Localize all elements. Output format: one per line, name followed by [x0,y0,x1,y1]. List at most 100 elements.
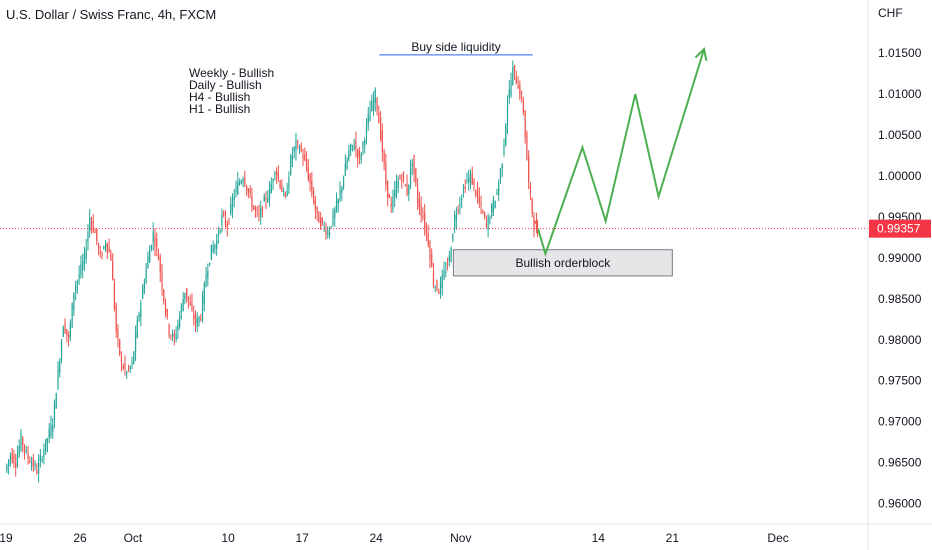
candle-body [157,254,160,260]
candle-body [298,150,301,152]
candle-body [154,236,156,247]
candle-body [498,182,500,195]
candle-body [120,357,123,363]
candle-body [194,314,197,325]
candle-body [161,270,163,289]
candle-body [334,209,336,218]
candle-body [94,230,96,234]
candle-body [39,456,41,462]
candle-body [71,303,73,328]
candle-body [402,172,405,179]
candle-body [515,78,517,84]
candle-body [179,315,181,328]
candle-body [119,339,121,355]
candle-body [304,154,306,161]
candle-body [249,189,251,194]
candle-body [34,464,36,466]
candle-body [53,401,56,421]
candle-body [429,241,431,260]
candle-body [20,433,22,450]
candle-body [381,130,383,153]
candle-body [388,194,391,199]
candle-body [358,150,361,157]
candle-body [318,212,320,223]
candle-body [520,97,523,99]
candle-body [140,303,142,317]
candle-body [457,209,459,211]
time-tick-label: 17 [295,531,309,545]
candle-body [43,449,45,458]
candle-body [166,309,168,317]
candle-body [108,247,110,252]
candle-body [212,246,214,253]
candle-body [66,329,68,336]
candle-body [411,163,413,167]
candle-body [335,201,338,212]
candle-body [136,319,138,338]
candle-body [445,271,447,273]
candle-body [97,244,100,249]
candle-body [291,155,294,160]
candle-body [13,455,15,464]
candle-body [461,199,463,201]
candle-body [126,371,128,373]
candle-body [134,332,137,352]
candle-body [513,64,516,72]
candle-body [159,256,161,273]
candle-body [193,314,195,320]
candle-body [526,133,528,161]
candle-body [187,296,190,302]
price-axis[interactable]: 0.96000 0.96500 0.97000 0.97500 0.98000 0.985… [867,0,931,550]
currency-label: CHF [878,6,903,20]
candle-body [150,245,153,249]
candle-body [104,243,107,248]
candle-body [216,240,218,249]
candle-body [434,286,436,288]
candle-body [189,302,191,306]
candle-body [267,197,269,202]
price-tick-label: 0.97500 [878,374,922,388]
candle-body [464,186,466,189]
last-price-badge[interactable] [869,219,931,238]
candle-body [62,326,64,337]
candle-body [404,184,406,186]
candle-body [129,366,131,370]
candle-body [339,190,341,199]
candle-body [342,177,345,187]
candle-body [138,314,140,320]
last-price-value: 0.99357 [877,222,921,236]
candle-body [468,177,470,182]
bullish-orderblock-box[interactable] [452,249,673,277]
candle-body [441,275,443,289]
chart-title: U.S. Dollar / Swiss Franc, 4h, FXCM [6,7,216,22]
candle-body [82,261,84,269]
candle-body [348,149,350,160]
candle-body [11,452,13,462]
candle-body [260,207,262,218]
time-axis[interactable]: 19 26 Oct 10 17 24 Nov 14 21 Dec [0,523,932,545]
candle-body [228,220,230,222]
candle-body [80,264,82,275]
candle-body [409,167,412,184]
candle-body [270,183,272,193]
candle-body [261,206,264,211]
candle-body [448,255,450,262]
projection-path[interactable] [537,48,706,258]
candle-body [103,246,105,249]
candle-body [297,141,299,143]
candle-body [96,228,98,242]
candle-body [78,274,80,279]
candle-body [131,361,133,364]
time-tick-label: Dec [767,531,788,545]
candle-body [378,112,380,124]
candle-body [503,143,505,156]
candle-body [531,198,533,214]
candle-body [200,319,202,321]
candle-body [46,438,49,443]
candle-body [184,292,186,300]
candle-body [170,335,172,337]
candle-body [171,333,174,337]
candle-body [362,142,364,148]
candle-body [9,455,12,459]
candle-body [8,459,10,466]
